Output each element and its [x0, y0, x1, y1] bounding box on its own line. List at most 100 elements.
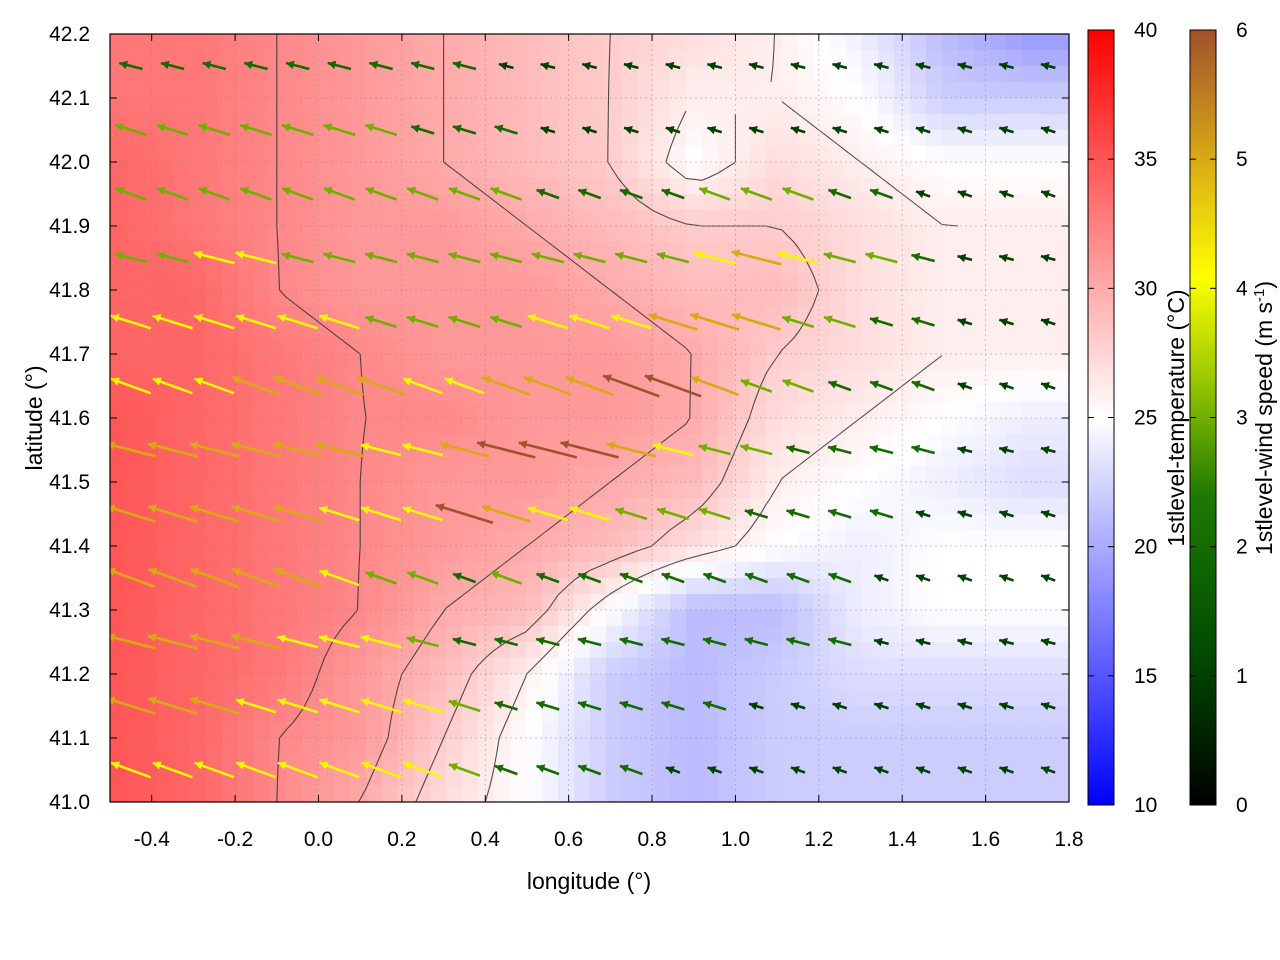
temperature-cell [878, 466, 895, 483]
temperature-cell [238, 178, 255, 195]
temperature-cell [686, 610, 703, 627]
temperature-cell [270, 194, 287, 211]
wind-arrow-head [577, 636, 587, 646]
temperature-cell [542, 754, 559, 771]
temperature-cell [478, 786, 495, 802]
temperature-cell [1038, 274, 1055, 291]
temperature-cell [430, 162, 447, 179]
temperature-cell [990, 210, 1007, 227]
temperature-cell [862, 578, 879, 595]
temperature-cell [446, 402, 463, 419]
temperature-cell [814, 226, 831, 243]
wind-arrow-head [578, 572, 588, 581]
temperature-cell [766, 610, 783, 627]
temperature-cell [430, 690, 447, 707]
temperature-cell [302, 146, 319, 163]
temperature-cell [782, 354, 799, 371]
temperature-cell [286, 162, 303, 179]
temperature-cell [894, 658, 911, 675]
temperature-cell [222, 738, 239, 755]
temperature-cell [894, 258, 911, 275]
x-tick-label: 1.6 [971, 828, 1000, 851]
temperature-cell [286, 434, 303, 451]
temperature-cell [430, 146, 447, 163]
temperature-cell [398, 82, 415, 99]
temperature-cell [622, 546, 639, 563]
temperature-cell [350, 498, 367, 515]
wind-arrow-head [448, 315, 458, 324]
wind-arrow [744, 572, 769, 584]
wind-arrow-head [999, 701, 1009, 711]
temperature-cell [414, 770, 431, 787]
temperature-cell [926, 466, 943, 483]
temperature-cell [830, 738, 847, 755]
temperature-cell [926, 50, 943, 67]
temperature-cell [622, 786, 639, 802]
wind-arrow [656, 251, 690, 264]
temperature-cell [1006, 370, 1023, 387]
temperature-cell [478, 562, 495, 579]
temperature-cell [1022, 722, 1039, 739]
temperature-cell [158, 786, 175, 802]
wind-arrow [235, 250, 277, 265]
temperature-cell [782, 578, 799, 595]
temperature-cell [990, 690, 1007, 707]
temperature-cell [302, 786, 319, 802]
temperature-cell [126, 82, 143, 99]
temperature-cell [1022, 210, 1039, 227]
temperature-cell [606, 738, 623, 755]
temperature-cell [734, 162, 751, 179]
temperature-cell [382, 338, 399, 355]
wind-arrow-head [494, 700, 504, 709]
temperature-cell [670, 690, 687, 707]
temperature-cell [750, 578, 767, 595]
temperature-cell [318, 770, 335, 787]
x-axis-title: longitude (°) [527, 868, 651, 894]
temperature-cell [1038, 402, 1055, 419]
temperature-cell [110, 546, 127, 563]
wind-arrow [273, 375, 323, 396]
wind-arrow-head [198, 123, 208, 132]
temperature-cell [750, 706, 767, 723]
temperature-cell [494, 98, 511, 115]
temperature-cell [574, 770, 591, 787]
temperature-cell [686, 402, 703, 419]
wind-arrow-head [665, 125, 675, 135]
temperature-cell [654, 258, 671, 275]
temperature-cell [238, 770, 255, 787]
temperature-cell [270, 162, 287, 179]
temperature-cell [574, 530, 591, 547]
temperature-cell [430, 82, 447, 99]
temperature-cell [750, 642, 767, 659]
wind-arrow-head [477, 440, 486, 449]
temperature-cell [174, 690, 191, 707]
temperature-cell [958, 594, 975, 611]
wind-arrow [615, 507, 648, 521]
temperature-cell [542, 626, 559, 643]
wind-arrow-head [828, 380, 838, 389]
temperature-cell [1006, 770, 1023, 787]
temperature-cell [142, 242, 159, 259]
wind-arrow-head [661, 188, 671, 197]
wind-arrow [439, 441, 490, 458]
temperature-cell [766, 674, 783, 691]
wind-arrow [452, 572, 477, 584]
y-tick-label: 41.7 [49, 343, 90, 366]
temperature-cell [302, 82, 319, 99]
temperature-cell [990, 274, 1007, 291]
temperature-cell [910, 658, 927, 675]
wind-arrow [410, 60, 435, 71]
temperature-cell [542, 274, 559, 291]
temperature-cell [270, 530, 287, 547]
temperature-cell [862, 466, 879, 483]
temperature-cell [958, 402, 975, 419]
temperature-cell [942, 514, 959, 531]
wind-colorbar-tick-label: 5 [1236, 148, 1248, 171]
temperature-cell [206, 226, 223, 243]
wind-arrow-head [448, 762, 458, 772]
y-tick-label: 41.4 [49, 535, 90, 558]
temperature-cell [1054, 578, 1069, 595]
temperature-cell [798, 498, 815, 515]
temperature-cell [510, 626, 527, 643]
temperature-cell [1022, 370, 1039, 387]
